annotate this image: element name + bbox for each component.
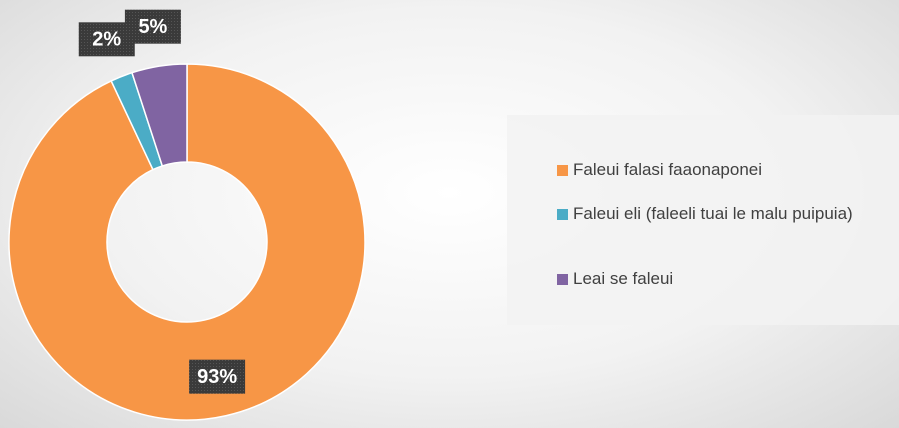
value-label-box [189,359,246,394]
legend-item: Faleui falasi faaonaponei [557,157,883,183]
legend-item: Faleui eli (faleeli tuai le malu puipuia… [557,201,883,227]
value-label-box [124,9,181,44]
legend-swatch [557,165,568,176]
legend-label: Faleui falasi faaonaponei [573,160,763,179]
value-label: 5% [138,16,167,38]
slice [131,63,188,167]
legend-label: Faleui eli (faleeli tuai le malu puipuia… [573,204,853,223]
value-label: 2% [92,29,121,51]
legend-swatch [557,274,568,285]
legend-item: Leai se faleui [557,266,883,292]
value-label: 93% [197,366,237,388]
slice [8,63,366,421]
legend-label: Leai se faleui [573,269,674,288]
legend-swatch [557,209,568,220]
legend: Faleui falasi faaonaponei Faleui eli (fal… [507,115,899,325]
